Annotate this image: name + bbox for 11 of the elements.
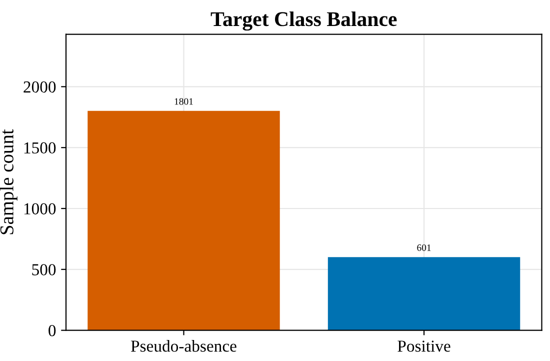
- y-tick-label: 1500: [24, 142, 56, 154]
- x-tick-label: Pseudo-absence: [130, 340, 236, 352]
- y-tick-label: 0: [48, 325, 56, 336]
- y-tick-label: 1000: [24, 203, 56, 214]
- x-tick-label: Positive: [398, 340, 450, 352]
- y-tick-label: 500: [32, 264, 56, 276]
- y-axis-title: Sample count: [0, 129, 18, 234]
- data-label: 601: [417, 244, 431, 251]
- y-tick-label: 2000: [24, 81, 56, 93]
- data-label: 1801: [174, 98, 193, 105]
- chart-title: Target Class Balance: [210, 12, 397, 31]
